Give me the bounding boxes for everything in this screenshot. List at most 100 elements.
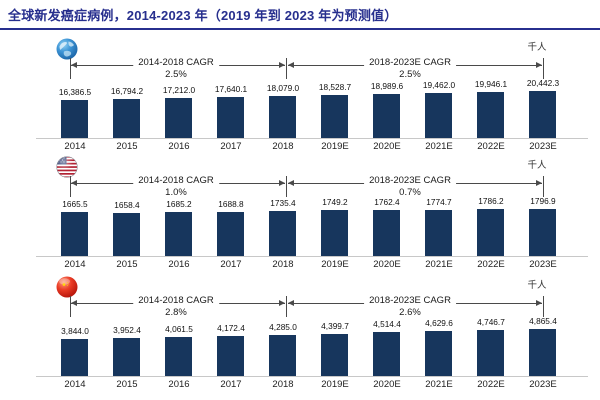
x-axis-line	[36, 256, 588, 257]
value-label: 16,386.5	[58, 87, 92, 98]
value-label: 1774.7	[426, 196, 452, 207]
x-tick-label: 2022E	[477, 259, 505, 270]
bar	[529, 91, 556, 138]
x-tick-label: 2015	[116, 259, 138, 270]
bar	[425, 209, 452, 256]
cagr-value: 2.8%	[165, 307, 187, 318]
x-tick-label: 2015	[116, 379, 138, 390]
cagr-right-annotation: 2018-2023E CAGR 0.7%	[364, 175, 456, 199]
arrow-left-icon	[71, 180, 77, 186]
x-axis-line	[36, 138, 588, 139]
x-axis-line	[36, 376, 588, 377]
value-label: 4,629.6	[425, 318, 453, 329]
bar-column: 1688.8	[205, 156, 257, 256]
x-tick-label: 2016	[168, 379, 190, 390]
us-flag-icon	[56, 156, 78, 178]
dimension-tick	[286, 176, 287, 197]
unit-label: 千人	[527, 160, 547, 171]
bar-column: 1762.4	[361, 156, 413, 256]
value-label: 17,212.0	[162, 85, 196, 96]
x-tick-label: 2017	[220, 379, 242, 390]
bar-column: 1685.2	[153, 156, 205, 256]
value-label: 1665.5	[62, 199, 88, 210]
bar	[61, 100, 88, 138]
dimension-tick	[286, 58, 287, 79]
bar	[321, 95, 348, 138]
x-tick-label: 2017	[220, 141, 242, 152]
dimension-tick	[543, 296, 544, 317]
cagr-value: 1.0%	[165, 187, 187, 198]
bar-column: 16,386.5	[49, 38, 101, 138]
x-tick-label: 2018	[272, 379, 294, 390]
x-tick-label: 2022E	[477, 141, 505, 152]
dimension-tick	[543, 176, 544, 197]
value-label: 4,061.5	[165, 323, 193, 334]
bar-column: 4,514.4	[361, 276, 413, 376]
bar-column: 4,629.6	[413, 276, 465, 376]
cagr-value: 0.7%	[399, 187, 421, 198]
arrow-right-icon	[536, 300, 542, 306]
x-tick-label: 2023E	[529, 379, 557, 390]
value-label: 18,989.6	[370, 81, 404, 92]
bar	[269, 210, 296, 256]
bar-column: 4,399.7	[309, 276, 361, 376]
value-label: 4,865.4	[529, 316, 557, 326]
value-label: 19,462.0	[422, 80, 456, 91]
cagr-period-label: 2018-2023E CAGR	[369, 295, 451, 306]
bar-column: 19,462.0	[413, 38, 465, 138]
globe-icon	[56, 38, 78, 60]
cagr-period-label: 2018-2023E CAGR	[369, 175, 451, 186]
value-label: 1688.8	[218, 198, 244, 209]
cagr-right-annotation: 2018-2023E CAGR 2.6%	[364, 295, 456, 319]
chart-us-flag: 2014-2018 CAGR 1.0% 2018-2023E CAGR 0.7% 千人 1…	[0, 156, 600, 274]
bar	[217, 97, 244, 138]
chart-globe: 2014-2018 CAGR 2.5% 2018-2023E CAGR 2.5% 千人 1…	[0, 38, 600, 156]
value-label: 4,746.7	[477, 317, 505, 328]
bar-column: 17,212.0	[153, 38, 205, 138]
bar-column: 4,746.7	[465, 276, 517, 376]
cagr-value: 2.5%	[165, 69, 187, 80]
arrow-right-icon	[536, 180, 542, 186]
arrow-right-icon	[279, 62, 285, 68]
value-label: 1658.4	[114, 199, 140, 210]
bar	[477, 92, 504, 138]
arrow-left-icon	[71, 62, 77, 68]
bar	[373, 209, 400, 256]
x-tick-label: 2023E	[529, 259, 557, 270]
x-tick-label: 2022E	[477, 379, 505, 390]
cagr-left-annotation: 2014-2018 CAGR 2.5%	[133, 57, 219, 81]
bar	[113, 212, 140, 256]
bar-column: 17,640.1	[205, 38, 257, 138]
bar	[269, 334, 296, 376]
arrow-left-icon	[71, 300, 77, 306]
bar	[165, 98, 192, 138]
cagr-value: 2.5%	[399, 69, 421, 80]
x-tick-label: 2016	[168, 259, 190, 270]
x-tick-label: 2016	[168, 141, 190, 152]
x-tick-label: 2015	[116, 141, 138, 152]
value-label: 4,399.7	[321, 320, 349, 331]
bar	[113, 99, 140, 138]
x-tick-label: 2018	[272, 259, 294, 270]
x-tick-label: 2020E	[373, 379, 401, 390]
arrow-left-icon	[288, 180, 294, 186]
x-tick-label: 2021E	[425, 379, 453, 390]
arrow-right-icon	[279, 180, 285, 186]
bar-column: 4,172.4	[205, 276, 257, 376]
bar	[529, 329, 556, 376]
value-label: 1796.9	[530, 196, 556, 206]
bar-column: 1665.5	[49, 156, 101, 256]
bar-column: 4,061.5	[153, 276, 205, 376]
value-label: 1685.2	[166, 198, 192, 209]
x-tick-label: 2019E	[321, 141, 349, 152]
dimension-tick	[543, 58, 544, 79]
bar-column: 1774.7	[413, 156, 465, 256]
value-label: 4,285.0	[269, 321, 297, 332]
x-tick-label: 2014	[64, 379, 86, 390]
bar	[425, 93, 452, 138]
cagr-value: 2.6%	[399, 307, 421, 318]
arrow-right-icon	[536, 62, 542, 68]
arrow-left-icon	[288, 300, 294, 306]
x-tick-label: 2014	[64, 141, 86, 152]
value-label: 4,172.4	[217, 322, 245, 333]
